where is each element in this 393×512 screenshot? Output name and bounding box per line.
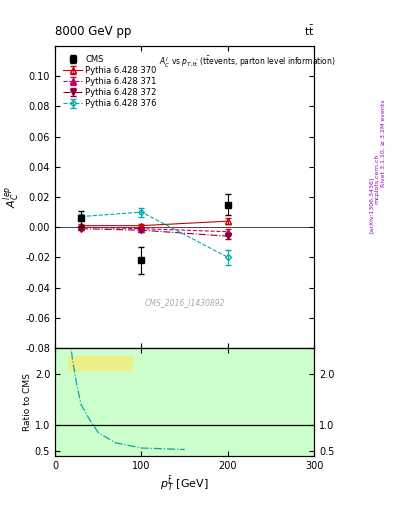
X-axis label: $p_T^{\bar{t}}$ [GeV]: $p_T^{\bar{t}}$ [GeV] bbox=[160, 475, 209, 494]
Bar bbox=[68, 356, 133, 371]
Text: $A_C^l$ vs $p_{T,\mathrm{t\bar{t}}}$ (t$\bar{\mathrm{t}}$events, parton level in: $A_C^l$ vs $p_{T,\mathrm{t\bar{t}}}$ (t$… bbox=[159, 55, 336, 70]
Text: CMS_2016_I1430892: CMS_2016_I1430892 bbox=[145, 298, 225, 307]
Text: [arXiv:1306.3436]: [arXiv:1306.3436] bbox=[369, 177, 374, 233]
Text: Rivet 3.1.10, ≥ 3.2M events: Rivet 3.1.10, ≥ 3.2M events bbox=[381, 99, 386, 187]
Text: t$\bar{\mathrm{t}}$: t$\bar{\mathrm{t}}$ bbox=[304, 24, 314, 38]
Legend: CMS, Pythia 6.428 370, Pythia 6.428 371, Pythia 6.428 372, Pythia 6.428 376: CMS, Pythia 6.428 370, Pythia 6.428 371,… bbox=[62, 53, 158, 110]
Y-axis label: $A_C^{lep}$: $A_C^{lep}$ bbox=[2, 186, 22, 208]
Text: mcplots.cern.ch: mcplots.cern.ch bbox=[375, 154, 380, 204]
Text: 8000 GeV pp: 8000 GeV pp bbox=[55, 26, 131, 38]
Y-axis label: Ratio to CMS: Ratio to CMS bbox=[23, 373, 32, 431]
